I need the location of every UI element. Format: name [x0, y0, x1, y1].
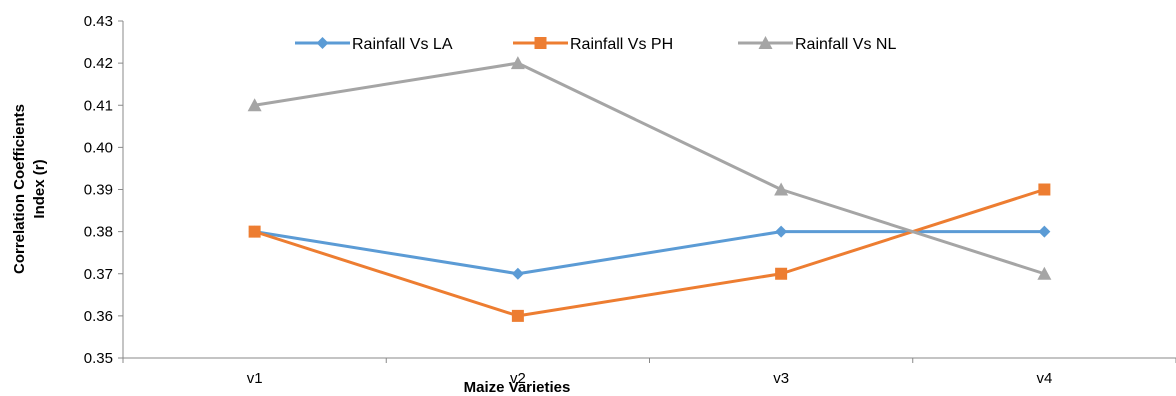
data-point — [775, 267, 788, 280]
y-tick-label: 0.35 — [84, 350, 113, 367]
y-axis-title-line-2: Index (r) — [31, 159, 48, 218]
y-tick-label: 0.36 — [84, 308, 113, 325]
x-axis-title: Maize Varieties — [464, 379, 571, 396]
data-point — [1038, 183, 1051, 196]
y-tick-label: 0.39 — [84, 182, 113, 199]
data-point — [248, 225, 261, 238]
data-point — [1038, 225, 1051, 238]
data-point — [247, 98, 262, 112]
series-1 — [248, 225, 1051, 280]
data-point — [774, 182, 789, 196]
legend-label: Rainfall Vs LA — [352, 36, 453, 53]
legend-marker — [534, 37, 547, 49]
series-line — [254, 61, 1045, 276]
axes — [122, 21, 1176, 359]
legend: Rainfall Vs LA Rainfall Vs PH Rainfall Vs … — [295, 36, 896, 53]
y-tick-label: 0.42 — [84, 55, 113, 72]
series-line — [254, 230, 1045, 276]
data-point — [511, 309, 524, 322]
data-point — [775, 225, 788, 238]
y-tick-label: 0.43 — [84, 13, 113, 30]
y-tick-label: 0.37 — [84, 266, 113, 283]
series-layer — [247, 56, 1052, 322]
y-tick-label: 0.41 — [84, 97, 113, 114]
legend-item: Rainfall Vs NL — [738, 36, 896, 53]
y-tick-label: 0.38 — [84, 224, 113, 241]
legend-item: Rainfall Vs PH — [513, 36, 673, 53]
x-tick-label: v3 — [773, 370, 789, 387]
legend-marker — [316, 37, 329, 49]
legend-item: Rainfall Vs LA — [295, 36, 453, 53]
x-tick-label: v1 — [247, 370, 263, 387]
data-point — [510, 56, 525, 70]
x-tick-label: v2 — [510, 370, 526, 387]
series-3 — [247, 56, 1052, 280]
y-tick-label: 0.40 — [84, 139, 113, 156]
x-axis-ticks: v1 v2 v3 v4 — [122, 358, 1176, 387]
x-tick-label: v4 — [1036, 370, 1052, 387]
legend-label: Rainfall Vs PH — [570, 36, 673, 53]
y-axis-title-line-1: Correlation Coefficients — [11, 104, 28, 274]
data-point — [1037, 266, 1052, 280]
data-point — [511, 267, 524, 280]
y-axis-ticks: 0.35 0.36 0.37 0.38 0.39 0.40 0.41 0.42 0.43 — [84, 13, 123, 367]
legend-label: Rainfall Vs NL — [795, 36, 896, 53]
legend-marker — [758, 36, 773, 49]
